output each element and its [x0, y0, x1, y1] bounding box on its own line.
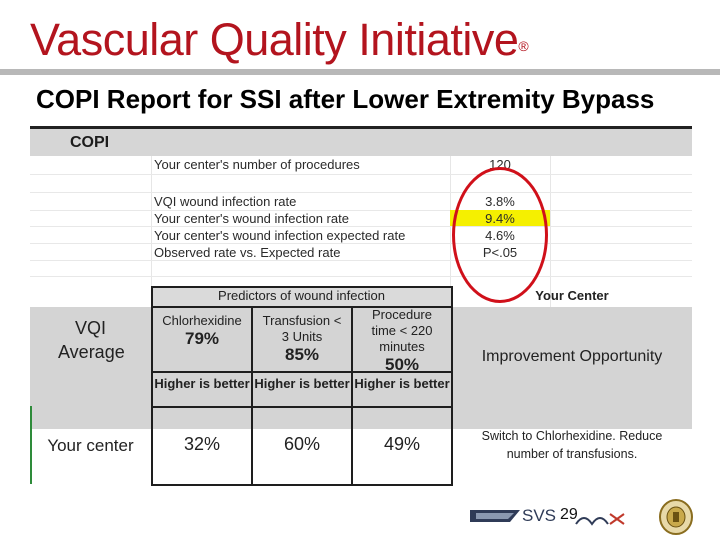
- predictor-cell: Procedure time < 220 minutes 50%: [352, 307, 452, 374]
- m2s-logo-icon: [575, 513, 625, 526]
- sheet-top-border: [30, 126, 692, 129]
- grid-line: [30, 276, 692, 277]
- metric-label: Your center's wound infection rate: [154, 211, 349, 226]
- vqi-average-row: [30, 307, 692, 429]
- metric-label: VQI wound infection rate: [154, 194, 297, 209]
- predictor-average: 79%: [184, 329, 220, 348]
- higher-is-better-note: Higher is better: [154, 376, 250, 391]
- slide-subtitle: COPI Report for SSI after Lower Extremit…: [36, 84, 655, 114]
- table-border: [151, 286, 452, 288]
- metric-label: Your center's number of procedures: [154, 157, 360, 172]
- table-border: [151, 406, 452, 408]
- grid-line: [30, 192, 692, 193]
- vqi-average-label: VQI Average: [58, 318, 125, 362]
- predictor-cell: Transfusion < 3 Units 85%: [252, 307, 352, 371]
- your-center-header: Your Center: [535, 288, 609, 303]
- table-border: [151, 306, 452, 308]
- table-border: [451, 286, 453, 486]
- grid-line: [30, 210, 692, 211]
- svs-logo-icon: [470, 510, 520, 522]
- svs-logo-text: SVS: [522, 506, 557, 525]
- grid-line: [450, 156, 451, 316]
- center-value: 49%: [383, 434, 421, 454]
- seal-icon: [659, 499, 693, 535]
- predictors-header: Predictors of wound infection: [151, 286, 452, 306]
- copi-spreadsheet: COPI Your center's number of procedures …: [30, 126, 692, 486]
- vqi-title: Vascular Quality Initiative®: [30, 12, 529, 68]
- table-border: [251, 306, 253, 486]
- grid-line: [30, 174, 692, 175]
- copi-header-band: COPI: [30, 129, 692, 156]
- predictors-table: Predictors of wound infection Your Cente…: [30, 286, 692, 486]
- emphasis-circle: [452, 167, 548, 303]
- grid-line: [30, 260, 692, 261]
- grid-line: [30, 243, 692, 244]
- higher-is-better-note: Higher is better: [254, 376, 350, 391]
- table-border: [351, 306, 353, 486]
- recommendation-text: Switch to Chlorhexidine. Reduce number o…: [481, 429, 663, 461]
- vqi-title-text: Vascular Quality Initiative: [30, 14, 519, 65]
- table-border: [151, 286, 153, 486]
- predictor-cell: Chlorhexidine 79%: [152, 307, 252, 371]
- grid-line: [30, 226, 692, 227]
- registered-mark: ®: [518, 38, 529, 54]
- your-center-row-label: Your center: [47, 436, 134, 455]
- table-border: [151, 484, 452, 486]
- predictor-average: 50%: [384, 355, 420, 374]
- predictor-name: Chlorhexidine: [162, 313, 242, 328]
- higher-is-better-note: Higher is better: [354, 376, 450, 391]
- row-edge-marker: [30, 406, 32, 484]
- header-divider: [0, 69, 720, 75]
- grid-line: [550, 156, 551, 316]
- page-number: 29: [560, 506, 578, 523]
- table-border: [151, 371, 452, 373]
- center-value: 32%: [183, 434, 221, 454]
- predictor-average: 85%: [284, 345, 320, 364]
- footer-logos: SVS 29: [470, 498, 720, 538]
- predictor-name: Procedure time < 220 minutes: [371, 307, 433, 354]
- center-value: 60%: [283, 434, 321, 454]
- grid-line: [151, 156, 152, 316]
- copi-label: COPI: [70, 134, 110, 151]
- metric-label: Your center's wound infection expected r…: [154, 228, 406, 243]
- metric-label: Observed rate vs. Expected rate: [154, 245, 341, 260]
- predictor-name: Transfusion < 3 Units: [262, 313, 342, 344]
- improvement-label: Improvement Opportunity: [481, 348, 663, 365]
